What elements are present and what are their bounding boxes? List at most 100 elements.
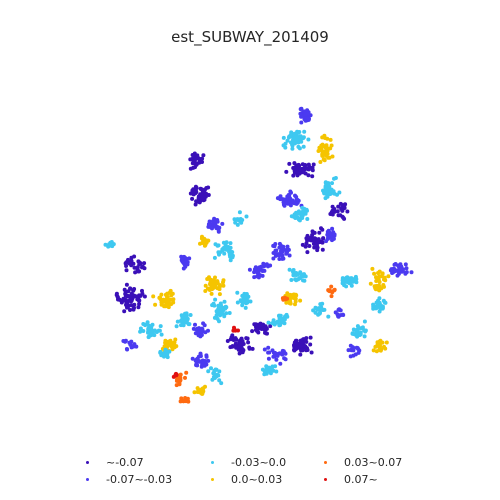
map-point — [294, 201, 299, 206]
map-point — [142, 261, 147, 266]
map-point — [341, 204, 346, 209]
map-point — [324, 186, 329, 191]
legend-label-2: -0.07~-0.03 — [106, 473, 173, 486]
map-point — [303, 112, 308, 117]
map-point — [188, 166, 193, 171]
map-point — [153, 302, 158, 307]
map-point — [309, 350, 314, 355]
map-point — [362, 334, 367, 339]
map-point — [329, 210, 334, 215]
map-point — [382, 284, 386, 289]
map-point — [322, 133, 327, 138]
map-point — [140, 264, 145, 269]
map-point — [296, 209, 301, 214]
map-point — [136, 269, 141, 274]
map-point — [371, 302, 376, 307]
map-point — [140, 291, 145, 296]
map-point — [266, 345, 271, 350]
map-point — [230, 344, 235, 349]
map-point — [330, 181, 334, 186]
map-point — [358, 330, 363, 335]
map-point — [338, 213, 343, 218]
map-point — [288, 203, 293, 208]
map-point — [296, 277, 301, 282]
map-point — [294, 131, 299, 136]
legend-marker-2 — [86, 478, 89, 481]
map-point — [179, 318, 184, 323]
map-point — [298, 134, 303, 139]
map-point — [171, 344, 176, 349]
map-point — [246, 294, 251, 299]
map-point — [357, 348, 362, 353]
map-point — [167, 349, 172, 354]
map-point — [138, 329, 143, 334]
map-point — [213, 374, 218, 379]
map-point — [214, 309, 219, 314]
map-point — [217, 319, 221, 324]
map-point — [271, 256, 276, 261]
map-point — [280, 351, 285, 356]
map-point — [286, 193, 291, 197]
map-point — [252, 275, 257, 280]
map-point — [298, 352, 303, 357]
legend-marker-3 — [211, 461, 214, 464]
map-point — [393, 262, 398, 266]
map-point — [159, 292, 164, 297]
map-point — [235, 290, 240, 295]
map-point — [243, 294, 248, 299]
map-point — [325, 136, 330, 141]
map-point — [285, 296, 290, 301]
map-point — [216, 229, 221, 234]
map-point — [300, 205, 305, 210]
map-point — [318, 302, 323, 307]
map-point — [266, 368, 271, 373]
map-point — [320, 247, 325, 252]
map-point — [256, 270, 261, 275]
map-point — [205, 238, 210, 243]
map-point — [326, 155, 331, 160]
map-point — [304, 336, 309, 341]
map-point — [326, 235, 331, 240]
map-point — [247, 267, 252, 272]
map-point — [271, 320, 276, 325]
map-point — [200, 189, 205, 194]
map-point — [285, 138, 290, 143]
map-point — [215, 225, 220, 229]
map-point — [200, 327, 205, 332]
map-point — [212, 303, 217, 308]
map-point — [404, 266, 409, 271]
map-point — [209, 291, 214, 296]
map-point — [246, 340, 251, 345]
map-point — [372, 271, 377, 276]
map-point — [208, 225, 213, 230]
map-point — [290, 143, 295, 148]
legend-label-6: 0.07~ — [344, 473, 378, 486]
map-point — [336, 204, 341, 209]
map-point — [404, 270, 409, 275]
map-point — [305, 233, 310, 238]
map-point — [150, 331, 155, 336]
map-point — [164, 296, 169, 301]
map-point — [266, 350, 271, 355]
map-point — [235, 300, 240, 305]
map-point — [280, 253, 285, 258]
map-point — [377, 269, 382, 274]
map-point — [341, 313, 346, 317]
map-point — [287, 267, 292, 272]
map-point — [252, 267, 257, 272]
map-point — [190, 196, 195, 201]
map-point — [171, 297, 176, 302]
map-point — [298, 298, 303, 303]
map-point — [345, 209, 350, 214]
map-point — [304, 166, 309, 171]
map-point — [342, 283, 347, 288]
map-point — [308, 342, 313, 347]
map-point — [319, 240, 324, 244]
map-point — [146, 330, 150, 335]
map-point — [123, 338, 128, 343]
map-point — [288, 189, 293, 194]
map-point — [230, 250, 235, 255]
map-point — [320, 153, 325, 158]
map-point — [135, 265, 140, 270]
map-point — [288, 299, 293, 304]
